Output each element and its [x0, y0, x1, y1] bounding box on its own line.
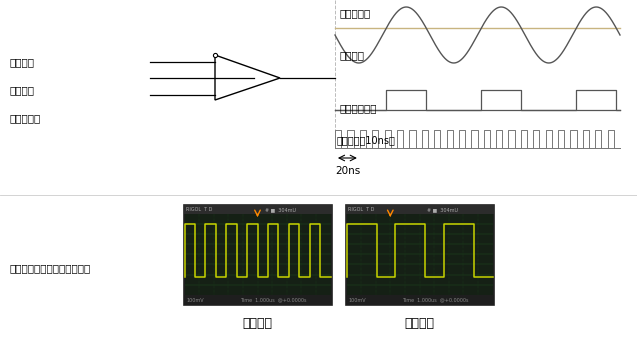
Text: 20ns: 20ns: [335, 166, 360, 176]
Text: 触发灵敏度: 触发灵敏度: [10, 113, 41, 123]
Text: 边沿触发: 边沿触发: [243, 317, 273, 330]
Bar: [347, 213, 492, 295]
Bar: [183, 205, 331, 213]
Bar: [183, 205, 331, 305]
Text: RIGOL  T D: RIGOL T D: [187, 207, 213, 212]
Text: 脉窗触发: 脉窗触发: [404, 317, 434, 330]
Text: 100mV: 100mV: [348, 297, 366, 303]
Text: # ■  304mU: # ■ 304mU: [265, 207, 296, 212]
Text: 计数脉冲（10ns）: 计数脉冲（10ns）: [337, 135, 396, 145]
Text: 触发信号: 触发信号: [340, 50, 365, 60]
Bar: [183, 295, 331, 305]
Text: Time  1.000us  @+0.0000s: Time 1.000us @+0.0000s: [402, 297, 468, 303]
Text: 输出差分信号: 输出差分信号: [340, 103, 378, 113]
Bar: [345, 295, 494, 305]
Text: Time  1.000us  @+0.0000s: Time 1.000us @+0.0000s: [240, 297, 306, 303]
Text: 100mV: 100mV: [187, 297, 204, 303]
Text: # ■  304mU: # ■ 304mU: [427, 207, 458, 212]
Bar: [345, 205, 494, 213]
Text: 适合信号：方波、脉冲信号等: 适合信号：方波、脉冲信号等: [10, 263, 91, 273]
Text: 输出差分对: 输出差分对: [340, 8, 371, 18]
Bar: [185, 213, 331, 295]
Bar: [345, 205, 494, 305]
Text: RIGOL  T D: RIGOL T D: [348, 207, 375, 212]
Text: 触发信号: 触发信号: [10, 57, 35, 67]
Text: 触发电平: 触发电平: [10, 85, 35, 95]
